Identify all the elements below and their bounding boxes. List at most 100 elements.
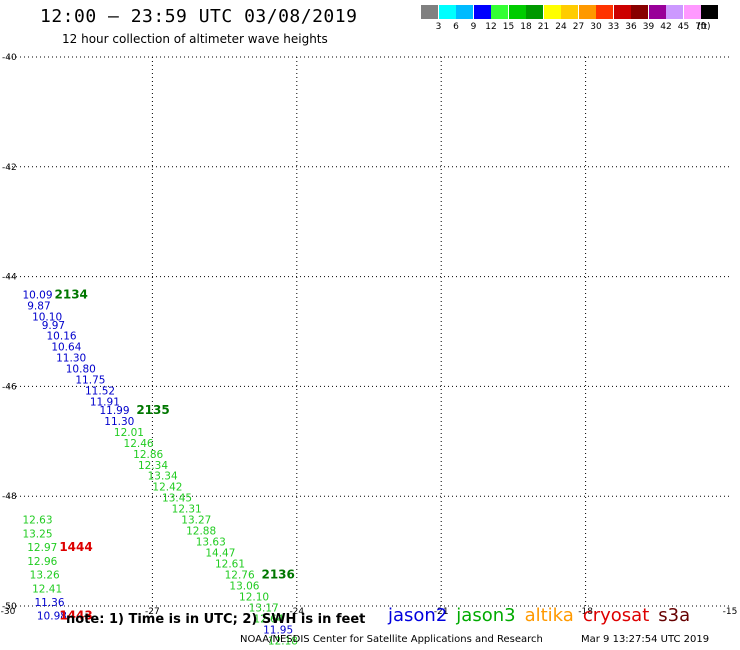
time-label: 2134 [55, 288, 88, 302]
wave-height-point: 11.36 [34, 597, 64, 609]
legend-item-jason3: jason3 [456, 605, 516, 626]
satellite-legend: jason2 jason3 altika cryosat s3a [388, 605, 699, 626]
time-label: 1444 [59, 540, 92, 554]
wave-height-point: 12.76 [225, 570, 255, 582]
scale-label: 36 [625, 22, 637, 32]
x-tick-label: -27 [145, 607, 160, 617]
wave-height-point: 13.34 [148, 471, 178, 483]
scale-label: 42 [660, 22, 672, 32]
scale-swatch [701, 5, 718, 19]
wave-height-point: 11.91 [90, 397, 120, 409]
y-tick-label: -40 [2, 53, 17, 63]
wave-height-point: 12.96 [27, 556, 57, 568]
wave-height-point: 12.42 [152, 482, 182, 494]
scale-label: 27 [572, 22, 585, 32]
legend-item-jason2: jason2 [388, 605, 448, 626]
y-tick-label: -46 [2, 382, 17, 392]
wave-height-point: 9.97 [42, 320, 65, 332]
scale-label: 24 [555, 22, 567, 32]
scale-swatch [613, 5, 631, 19]
scale-swatch [543, 5, 561, 19]
chart-subtitle: 12 hour collection of altimeter wave hei… [62, 32, 328, 46]
x-tick-label: -15 [723, 607, 738, 617]
wave-height-point: 12.18 [268, 635, 298, 647]
scale-swatch [421, 5, 438, 19]
wave-height-point: 12.64 [253, 613, 283, 625]
scale-label: 21 [537, 22, 550, 32]
legend-item-altika: altika [524, 605, 574, 626]
time-label: 2136 [261, 568, 294, 582]
wave-height-point: 11.95 [263, 624, 293, 636]
wave-height-point: 9.87 [27, 301, 50, 313]
wave-height-point: 12.34 [138, 460, 168, 472]
wave-height-point: 12.61 [215, 559, 245, 571]
wave-height-point: 13.06 [229, 581, 259, 593]
wave-height-point: 13.17 [249, 602, 279, 614]
scale-swatch [561, 5, 578, 19]
note-text: note: 1) Time is in UTC; 2) SWH is in fe… [66, 612, 366, 627]
wave-height-point: 13.27 [181, 515, 211, 527]
scale-swatch [473, 5, 491, 19]
wave-height-point: 14.47 [205, 548, 235, 560]
x-tick-label: -30 [1, 607, 16, 617]
wave-height-point: 12.10 [239, 592, 269, 604]
wave-height-point: 10.10 [32, 312, 62, 324]
wave-height-point: 12.31 [172, 504, 202, 516]
legend-item-s3a: s3a [658, 605, 691, 626]
x-tick-label: -18 [578, 607, 593, 617]
footer-timestamp: Mar 9 13:27:54 UTC 2019 [581, 634, 710, 645]
wave-height-point: 10.80 [66, 364, 96, 376]
scale-swatch [683, 5, 701, 19]
wave-height-point: 12.86 [133, 449, 163, 461]
wave-height-point: 12.63 [22, 515, 52, 527]
wave-height-point: 13.25 [22, 528, 52, 540]
x-tick-label: -21 [434, 607, 449, 617]
scale-swatch [631, 5, 648, 19]
chart-title: 12:00 – 23:59 UTC 03/08/2019 [40, 6, 358, 27]
wave-height-point: 12.46 [124, 438, 154, 450]
scale-swatch [508, 5, 526, 19]
time-label: 2135 [136, 403, 169, 417]
wave-height-point: 11.30 [104, 416, 134, 428]
scale-swatch [491, 5, 508, 19]
wave-height-point: 12.01 [114, 427, 144, 439]
legend-item-cryosat: cryosat [582, 605, 650, 626]
scale-label: 39 [642, 22, 655, 32]
footer-credit: NOAA/NESDIS Center for Satellite Applica… [240, 634, 543, 645]
y-tick-label: -48 [2, 492, 17, 502]
wave-height-point: 11.30 [56, 353, 86, 365]
scale-swatch [648, 5, 666, 19]
wave-height-point: 13.63 [196, 537, 226, 549]
wave-height-point: 13.45 [162, 493, 192, 505]
scale-label: 3 [435, 22, 442, 32]
y-tick-label: -44 [2, 273, 17, 283]
wave-height-point: 13.26 [30, 570, 60, 582]
scale-label: 15 [502, 22, 515, 32]
wave-height-point: 10.64 [51, 342, 81, 354]
wave-height-point: 11.99 [99, 405, 129, 417]
scale-label: 12 [485, 22, 497, 32]
y-tick-label: -50 [2, 602, 17, 612]
scale-label: 33 [607, 22, 620, 32]
wave-height-point: 12.41 [32, 583, 62, 595]
scale-swatch [526, 5, 543, 19]
wave-height-point: 10.09 [22, 290, 52, 302]
scale-label: 45 [677, 22, 690, 32]
scale-swatch [456, 5, 473, 19]
wave-height-point: 11.75 [75, 375, 105, 387]
y-tick-label: -42 [2, 163, 17, 173]
time-label: 1443 [59, 609, 92, 623]
wave-height-point: 10.98 [37, 611, 67, 623]
wave-height-point: 10.16 [47, 331, 77, 343]
wave-height-point: 12.97 [27, 542, 57, 554]
x-tick-label: -24 [289, 607, 304, 617]
scale-label: 9 [470, 22, 477, 32]
scale-label: 30 [590, 22, 602, 32]
wave-height-point: 11.52 [85, 386, 115, 398]
scale-swatch [666, 5, 683, 19]
scale-swatch [578, 5, 596, 19]
scale-swatch [438, 5, 456, 19]
wave-height-point: 12.88 [186, 526, 216, 538]
scale-unit-label: (ft) [697, 22, 711, 32]
